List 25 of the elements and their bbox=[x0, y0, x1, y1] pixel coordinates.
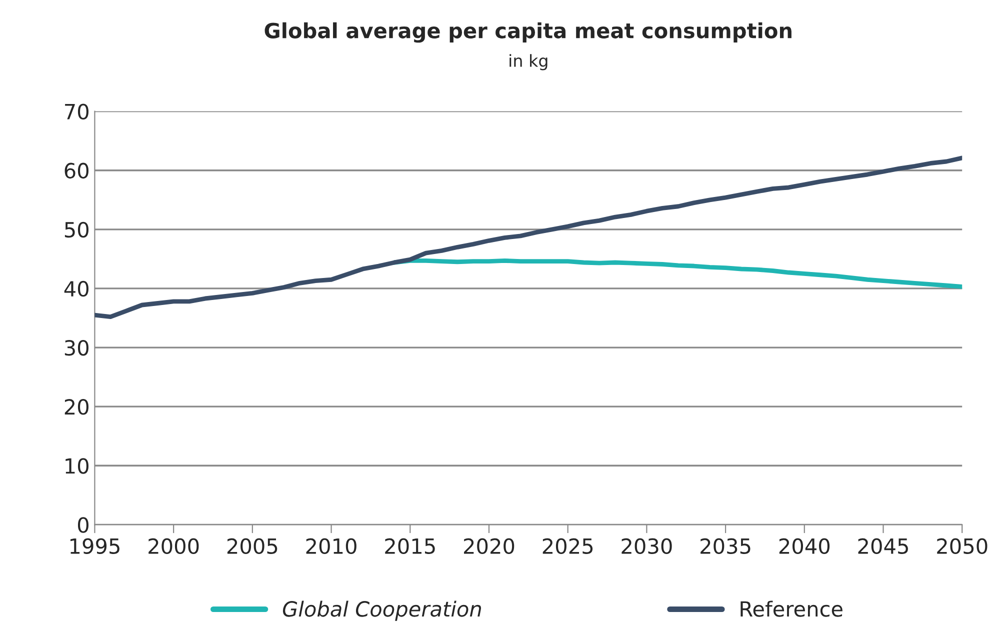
y-tick-label: 0 bbox=[78, 517, 88, 533]
x-tick-label: 2025 bbox=[542, 538, 593, 554]
y-tick-label: 60 bbox=[64, 162, 88, 179]
x-tick-label: 2010 bbox=[306, 538, 356, 554]
chart-subtitle: in kg bbox=[510, 54, 548, 70]
line-series bbox=[94, 156, 962, 320]
y-tick-label: 10 bbox=[66, 458, 88, 474]
x-tick-label: 2030 bbox=[622, 538, 672, 554]
x-tick-label: 2020 bbox=[464, 538, 514, 554]
y-tick-label: 20 bbox=[64, 399, 88, 415]
x-tick-label: 1995 bbox=[70, 538, 120, 554]
x-tick-label: 2000 bbox=[148, 538, 199, 554]
y-tick-label: 50 bbox=[64, 222, 88, 238]
x-tick-label: 2050 bbox=[937, 538, 988, 554]
y-tick-label: 30 bbox=[64, 340, 88, 356]
x-tick-label: 2040 bbox=[779, 538, 830, 554]
x-tick-label: 2015 bbox=[385, 538, 435, 554]
x-tick-label: 2005 bbox=[227, 538, 278, 554]
chart-title: Global average per capita meat consumption bbox=[264, 22, 792, 43]
y-tick-label: 70 bbox=[65, 104, 88, 120]
x-tick-label: 2035 bbox=[700, 538, 750, 554]
legend-label: Reference bbox=[740, 600, 842, 617]
legend-label: Global Cooperation bbox=[282, 600, 481, 621]
x-tick-label: 2045 bbox=[858, 538, 908, 554]
y-tick-label: 40 bbox=[64, 280, 88, 297]
